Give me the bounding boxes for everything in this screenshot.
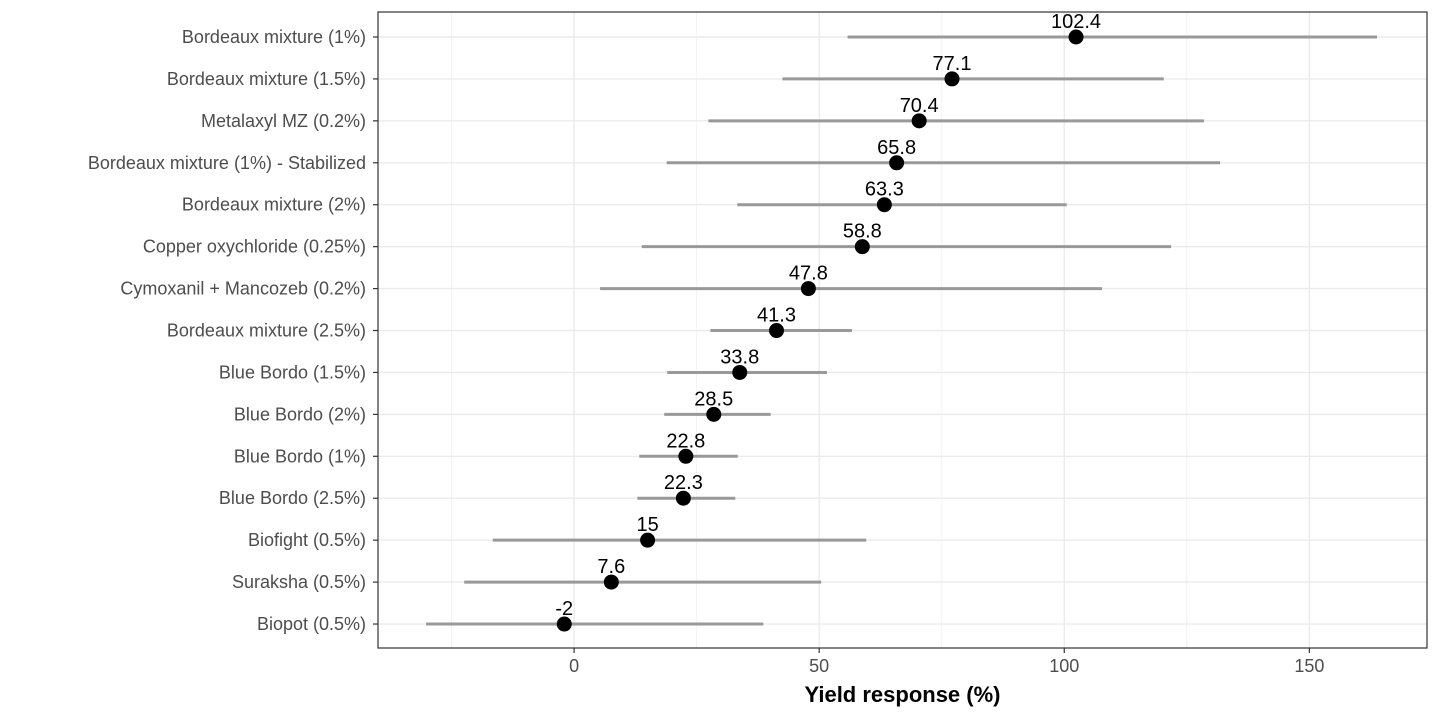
data-label: 102.4	[1051, 11, 1101, 33]
y-tick-label: Bordeaux mixture (1%) - Stabilized	[88, 153, 366, 173]
x-tick-label: 150	[1294, 656, 1324, 676]
data-label: 58.8	[843, 221, 882, 243]
data-label: 7.6	[597, 556, 625, 578]
data-point	[876, 197, 892, 213]
data-point	[603, 574, 619, 590]
data-label: 77.1	[933, 53, 972, 75]
data-label: 63.3	[865, 179, 904, 201]
data-point	[640, 532, 656, 548]
y-tick-label: Bordeaux mixture (1.5%)	[167, 69, 366, 89]
data-label: 22.8	[666, 430, 705, 452]
y-tick-label: Blue Bordo (2.5%)	[219, 488, 366, 508]
y-axis: Bordeaux mixture (1%) Bordeaux mixture (1…	[88, 27, 378, 634]
y-tick-label: Metalaxyl MZ (0.2%)	[201, 111, 366, 131]
data-point	[675, 490, 691, 506]
data-point	[944, 71, 960, 87]
y-tick-label: Bordeaux mixture (2%)	[182, 195, 366, 215]
data-label: 33.8	[720, 346, 759, 368]
y-tick-label: Blue Bordo (1%)	[234, 446, 366, 466]
data-point	[800, 281, 816, 297]
data-point	[556, 616, 572, 632]
data-label: 70.4	[900, 95, 939, 117]
x-axis-title: Yield response (%)	[804, 682, 1000, 707]
data-point	[732, 364, 748, 380]
y-tick-label: Blue Bordo (2%)	[234, 404, 366, 424]
y-tick-label: Copper oxychloride (0.25%)	[143, 237, 366, 257]
x-tick-label: 50	[809, 656, 829, 676]
y-tick-label: Bordeaux mixture (1%)	[182, 27, 366, 47]
x-tick-label: 100	[1049, 656, 1079, 676]
data-label: 22.3	[664, 472, 703, 494]
data-label: 65.8	[877, 137, 916, 159]
y-tick-label: Blue Bordo (1.5%)	[219, 362, 366, 382]
data-point	[769, 323, 785, 339]
y-tick-label: Suraksha (0.5%)	[232, 572, 366, 592]
y-tick-label: Bordeaux mixture (2.5%)	[167, 321, 366, 341]
y-tick-label: Biopot (0.5%)	[257, 614, 366, 634]
data-labels: 102.4 77.1 70.4 65.8 63.3 58.8 47.8 41.3 33.8 28.…	[555, 11, 1101, 620]
data-label: -2	[555, 598, 573, 620]
data-point	[706, 406, 722, 422]
x-tick-label: 0	[569, 656, 579, 676]
data-point	[1068, 29, 1084, 45]
points	[556, 29, 1084, 632]
data-point	[911, 113, 927, 129]
y-tick-label: Cymoxanil + Mancozeb (0.2%)	[120, 279, 366, 299]
data-label: 28.5	[694, 388, 733, 410]
data-point	[678, 448, 694, 464]
data-point	[854, 239, 870, 255]
y-tick-label: Biofight (0.5%)	[248, 530, 366, 550]
x-axis: 0 50 100 150	[569, 648, 1324, 676]
data-point	[889, 155, 905, 171]
data-label: 47.8	[789, 263, 828, 285]
data-label: 41.3	[757, 305, 796, 327]
error-bars	[426, 35, 1378, 626]
data-label: 15	[636, 514, 658, 536]
